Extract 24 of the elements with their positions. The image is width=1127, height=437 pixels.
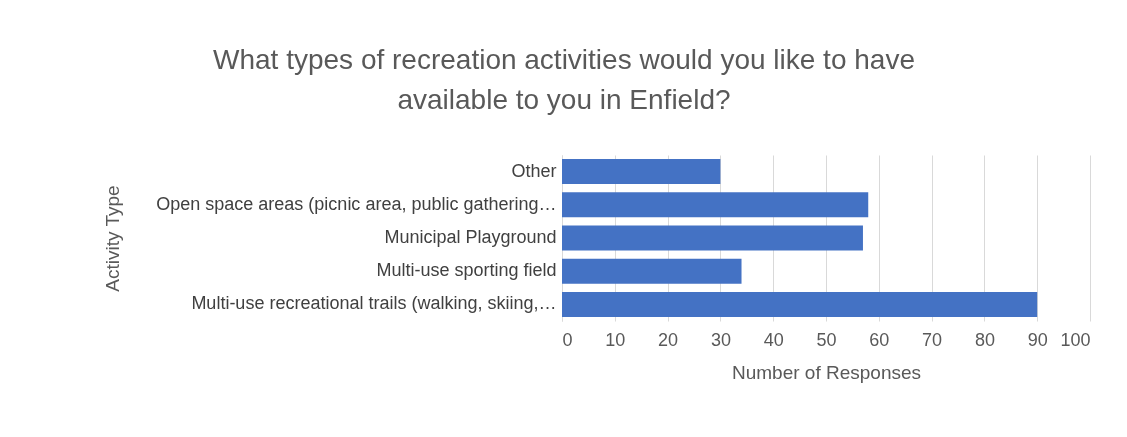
x-tick-label: 100 <box>1060 329 1091 350</box>
bar <box>562 192 869 218</box>
x-tick-label: 30 <box>710 329 731 350</box>
bar <box>562 225 863 251</box>
x-tick-label: 90 <box>1027 329 1048 350</box>
y-tick-label: Multi-use sporting field <box>376 260 557 281</box>
y-tick-label: Municipal Playground <box>384 227 557 247</box>
x-axis-title: Number of Responses <box>731 361 922 383</box>
x-tick-label: 50 <box>816 329 837 350</box>
x-tick-label: 0 <box>562 329 573 350</box>
y-tick-label: Other <box>511 160 557 181</box>
bar <box>562 291 1038 317</box>
x-tick-label: 80 <box>974 329 995 350</box>
bar <box>562 159 721 185</box>
y-tick-label: Open space areas (picnic area, public gathering… <box>156 193 557 214</box>
x-tick-label: 40 <box>763 329 784 350</box>
x-tick-label: 70 <box>922 329 943 350</box>
x-tick-label: 20 <box>658 329 679 350</box>
bar <box>562 258 742 284</box>
x-tick-label: 10 <box>605 329 626 350</box>
y-axis-title: Activity Type <box>101 185 123 292</box>
y-tick-label: Multi-use recreational trails (walking, skiing,… <box>191 293 557 314</box>
x-tick-label: 60 <box>869 329 890 350</box>
chart-title: What types of recreation activities would you like to have available to you in Enfield? <box>213 44 915 115</box>
